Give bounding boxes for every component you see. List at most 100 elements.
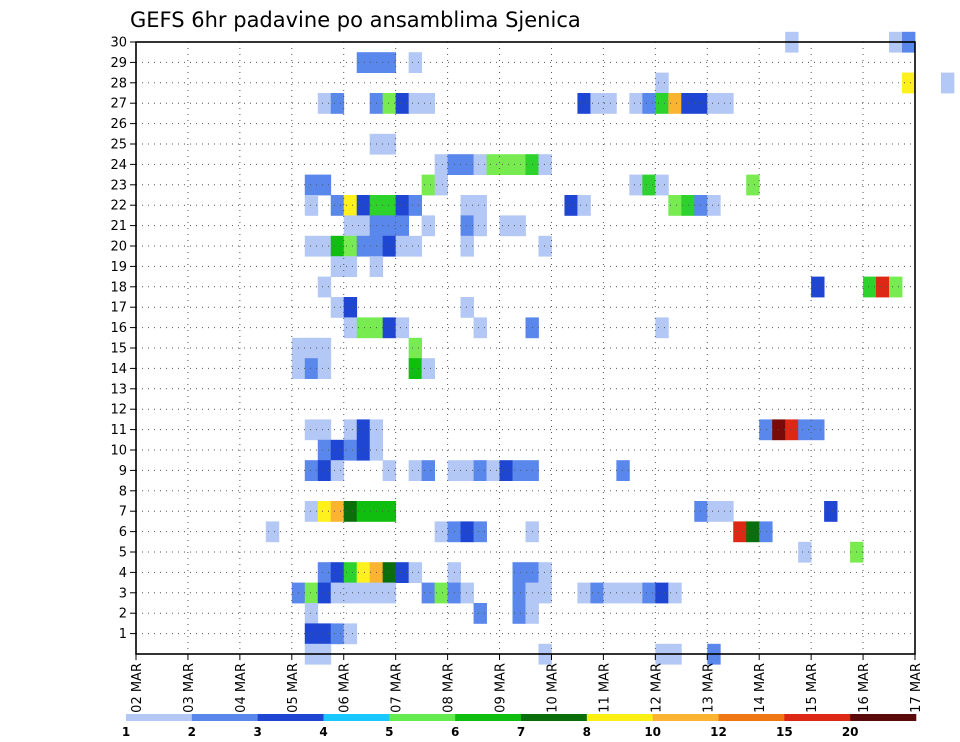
precip-cell — [330, 623, 345, 645]
precip-cell — [681, 195, 695, 216]
precip-cell — [473, 317, 487, 339]
precip-cell — [499, 154, 513, 175]
precip-cell — [681, 93, 695, 114]
precip-cell — [330, 582, 345, 604]
colorbar-tick-label: 6 — [451, 725, 459, 739]
precip-cell — [304, 358, 319, 379]
precip-cell — [395, 317, 410, 339]
x-tick-label: 11 MAR — [597, 663, 612, 713]
precip-cell — [382, 235, 397, 257]
precip-cell — [785, 419, 799, 441]
colorbar-swatch — [191, 714, 258, 721]
y-tick-label: 4 — [119, 566, 127, 581]
colorbar-tick-label: 7 — [517, 725, 525, 739]
precip-cell — [434, 174, 448, 196]
precip-cell — [343, 195, 358, 216]
y-tick-label: 22 — [110, 199, 127, 214]
precip-cell — [317, 337, 332, 359]
y-tick-label: 8 — [119, 484, 127, 499]
precip-cell — [356, 419, 371, 441]
precip-cell — [421, 582, 436, 604]
precip-cell — [655, 72, 669, 94]
y-tick-label: 12 — [110, 403, 127, 418]
y-tick-label: 17 — [110, 301, 127, 316]
precip-cell — [577, 195, 591, 216]
precip-cell — [317, 460, 332, 481]
precip-cell — [408, 235, 423, 257]
precip-cell — [408, 52, 423, 73]
precip-cell — [434, 521, 448, 543]
precip-cell — [746, 521, 760, 543]
precip-cell — [616, 460, 630, 481]
precip-cell — [265, 521, 280, 543]
precip-cell — [642, 174, 656, 196]
colorbar-swatch — [586, 714, 653, 721]
precip-cell — [473, 460, 487, 481]
y-tick-label: 15 — [110, 342, 127, 357]
precip-cell — [408, 460, 423, 481]
precip-cell — [382, 562, 397, 583]
precip-cell — [707, 93, 721, 114]
precip-cell — [642, 93, 656, 114]
colorbar-tick-label: 2 — [188, 725, 196, 739]
precip-cell — [382, 582, 397, 604]
precip-cell — [811, 276, 825, 298]
heatmap-cells — [265, 31, 955, 665]
x-tick-label: 16 MAR — [857, 663, 872, 713]
precip-cell — [343, 256, 358, 277]
precip-cell — [668, 93, 682, 114]
precip-cell — [473, 603, 487, 624]
precip-cell — [343, 235, 358, 257]
x-tick-label: 10 MAR — [545, 663, 560, 713]
precip-cell — [304, 460, 319, 481]
precip-cell — [538, 235, 552, 257]
precip-cell — [382, 501, 397, 522]
precip-cell — [720, 93, 734, 114]
precip-cell — [538, 562, 552, 583]
precip-cell — [798, 419, 812, 441]
precip-cell — [330, 460, 345, 481]
precip-cell — [408, 562, 423, 583]
y-tick-label: 30 — [110, 36, 127, 51]
colorbar-swatch — [850, 714, 917, 721]
precip-cell — [343, 623, 358, 645]
x-tick-label: 07 MAR — [390, 663, 405, 713]
precip-cell — [317, 174, 332, 196]
precip-cell — [577, 93, 591, 114]
precip-cell — [473, 215, 487, 237]
y-tick-label: 16 — [110, 321, 127, 336]
y-tick-label: 24 — [110, 158, 127, 173]
precip-cell — [876, 276, 890, 298]
colorbar-swatch — [257, 714, 324, 721]
precip-cell — [343, 439, 358, 461]
precip-cell — [655, 174, 669, 196]
precip-cell — [304, 337, 319, 359]
precip-cell — [317, 276, 332, 298]
precip-cell — [356, 235, 371, 257]
precip-cell — [343, 562, 358, 583]
precip-cell — [434, 582, 448, 604]
y-tick-label: 28 — [110, 76, 127, 91]
precip-cell — [356, 562, 371, 583]
precip-cell — [382, 317, 397, 339]
colorbar-tick-label: 10 — [644, 725, 661, 739]
precip-cell — [512, 215, 526, 237]
x-tick-label: 14 MAR — [753, 663, 768, 713]
precip-cell — [421, 460, 436, 481]
precip-cell — [330, 501, 345, 522]
y-tick-label: 18 — [110, 280, 127, 295]
chart-title: GEFS 6hr padavine po ansamblima Sjenica — [130, 8, 581, 32]
x-tick-label: 08 MAR — [442, 663, 457, 713]
precip-cell — [330, 256, 345, 277]
colorbar-swatch — [784, 714, 851, 721]
grid-lines — [136, 41, 915, 654]
precip-cell — [434, 154, 448, 175]
precip-cell — [902, 72, 916, 94]
x-tick-label: 02 MAR — [130, 663, 145, 713]
colorbar-tick-label: 1 — [122, 725, 130, 739]
precip-cell — [940, 72, 955, 94]
precip-cell — [759, 521, 773, 543]
precip-cell — [473, 154, 487, 175]
precip-cell — [343, 215, 358, 237]
precip-cell — [330, 297, 345, 318]
